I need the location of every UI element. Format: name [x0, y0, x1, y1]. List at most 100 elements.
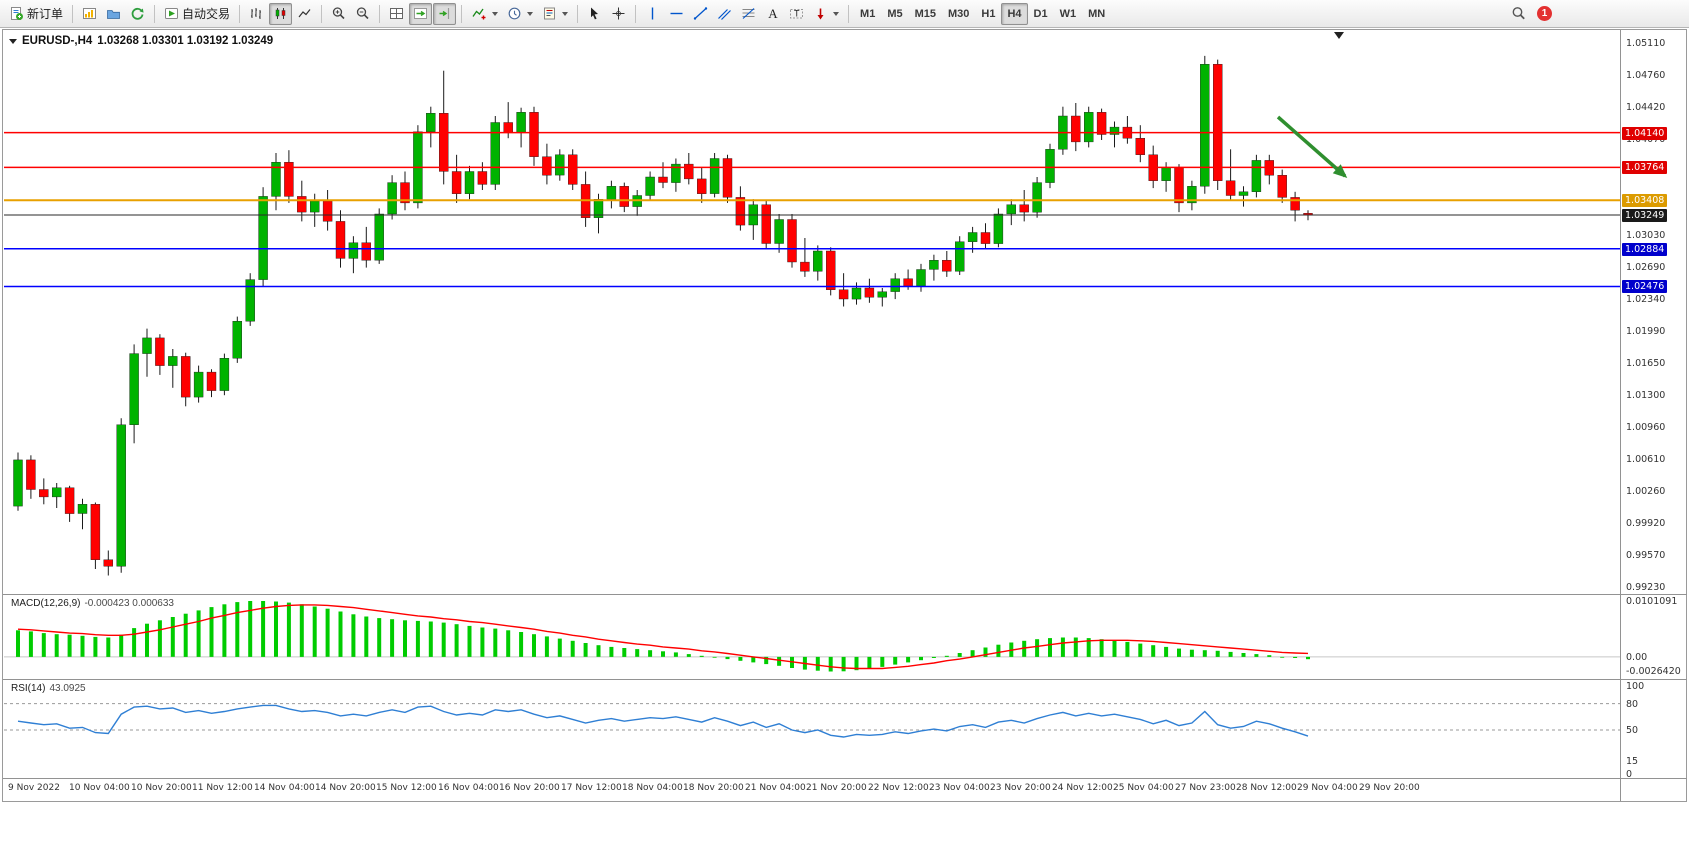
time-label: 16 Nov 04:00	[438, 783, 499, 793]
dropdown-caret-icon	[527, 11, 534, 16]
chart-shift-button[interactable]	[433, 2, 457, 25]
channel-button[interactable]	[713, 3, 736, 25]
timeframe-button-m30[interactable]: M30	[948, 7, 970, 20]
price-axis-label: 1.04760	[1626, 70, 1666, 81]
rsi-axis-label: 100	[1626, 681, 1645, 692]
zoom-in-icon	[332, 7, 345, 20]
time-label: 22 Nov 12:00	[868, 783, 929, 793]
toolbar-separator	[635, 4, 637, 23]
templates-button[interactable]	[538, 3, 572, 25]
price-line-badge: 1.03249	[1622, 209, 1668, 222]
timeframe-button-w1[interactable]: W1	[1059, 7, 1077, 20]
timeframe-button-h4[interactable]: H4	[1001, 2, 1028, 25]
arrows-button[interactable]	[809, 3, 843, 25]
tile-windows-button[interactable]	[385, 3, 408, 25]
trendline-button[interactable]	[689, 3, 712, 25]
toolbar-separator	[379, 4, 381, 23]
refresh-button[interactable]	[126, 3, 149, 25]
timeframe-button-m5[interactable]: M5	[887, 7, 903, 20]
panel-separator[interactable]	[3, 778, 1687, 779]
price-chart-canvas[interactable]	[4, 30, 1620, 594]
timeframe-button-h1[interactable]: H1	[981, 7, 996, 20]
timeframe-button-m1[interactable]: M1	[860, 7, 876, 20]
time-label: 29 Nov 04:00	[1297, 783, 1358, 793]
candlestick-chart-button[interactable]	[269, 2, 293, 25]
time-label: 24 Nov 12:00	[1052, 783, 1113, 793]
macd-canvas[interactable]	[4, 596, 1620, 679]
crosshair-icon	[612, 7, 625, 20]
time-label: 10 Nov 20:00	[131, 783, 192, 793]
periods-clock-icon	[508, 7, 521, 20]
rsi-name: RSI(14)	[11, 683, 46, 694]
toolbar-separator	[239, 4, 241, 23]
chart-window-border	[2, 29, 1687, 802]
time-label: 23 Nov 04:00	[929, 783, 990, 793]
fibonacci-button[interactable]	[737, 3, 760, 25]
toolbar-separator	[461, 4, 463, 23]
dropdown-caret-icon	[492, 11, 499, 16]
price-line-badge: 1.03408	[1622, 194, 1668, 207]
text-button[interactable]: A	[761, 3, 784, 25]
zoom-out-icon	[356, 7, 369, 20]
timeframe-button-mn[interactable]: MN	[1088, 7, 1106, 20]
periods-button[interactable]	[503, 3, 537, 25]
new-chart-icon	[83, 8, 97, 19]
new-chart-button[interactable]	[78, 3, 101, 25]
search-button[interactable]	[1507, 3, 1530, 25]
toolbar-separator	[848, 4, 850, 23]
autotrading-icon	[165, 8, 179, 19]
crosshair-button[interactable]	[607, 3, 630, 25]
line-chart-button[interactable]	[293, 3, 316, 25]
time-axis[interactable]: 9 Nov 2022 10 Nov 04:00 10 Nov 20:00 11 Nov…	[4, 780, 1620, 801]
horizontal-line-button[interactable]	[665, 3, 688, 25]
macd-axis-label: 0.00	[1626, 652, 1648, 663]
zoom-in-button[interactable]	[327, 3, 350, 25]
timeframe-button-d1[interactable]: D1	[1033, 7, 1048, 20]
price-line-badge: 1.04140	[1622, 127, 1668, 140]
autotrading-button[interactable]: 自动交易	[160, 3, 234, 25]
new-order-button[interactable]: 新订单	[5, 3, 67, 25]
time-label: 21 Nov 20:00	[806, 783, 867, 793]
chart-collapse-icon[interactable]	[9, 38, 17, 44]
price-axis[interactable]: 1.051101.047601.044201.040701.037201.033…	[1621, 0, 1688, 802]
rsi-label: RSI(14) 43.0925	[11, 683, 86, 694]
price-line-badge: 1.02476	[1622, 280, 1668, 293]
time-label: 29 Nov 20:00	[1359, 783, 1420, 793]
toolbar-separator	[154, 4, 156, 23]
price-axis-label: 1.04420	[1626, 102, 1666, 113]
time-label: 14 Nov 20:00	[315, 783, 376, 793]
rsi-canvas[interactable]	[4, 680, 1620, 778]
text-label-icon: T	[790, 9, 804, 19]
price-axis-label: 0.99570	[1626, 550, 1666, 561]
zoom-out-button[interactable]	[351, 3, 374, 25]
cursor-button[interactable]	[583, 3, 606, 25]
profiles-button[interactable]	[102, 3, 125, 25]
trendline-icon	[693, 7, 708, 20]
price-axis-label: 1.00260	[1626, 486, 1666, 497]
time-label: 27 Nov 23:00	[1175, 783, 1236, 793]
notification-badge[interactable]: 1	[1537, 6, 1552, 21]
panel-separator[interactable]	[3, 594, 1687, 595]
chart-shift-icon	[439, 8, 450, 19]
indicators-button[interactable]	[467, 3, 502, 25]
macd-values: -0.000423 0.000633	[84, 598, 174, 609]
panel-separator[interactable]	[3, 679, 1687, 680]
new-order-icon	[11, 7, 23, 20]
fibonacci-icon	[742, 8, 755, 19]
toolbar-separator	[321, 4, 323, 23]
timeframe-button-m15[interactable]: M15	[914, 7, 936, 20]
rsi-axis-label: 50	[1626, 725, 1639, 736]
text-label-button[interactable]: T	[785, 3, 808, 25]
vertical-line-icon	[651, 7, 654, 20]
auto-scroll-button[interactable]	[409, 2, 433, 25]
autotrading-label: 自动交易	[182, 7, 231, 21]
rsi-axis-label: 15	[1626, 756, 1639, 767]
line-chart-icon	[298, 9, 311, 18]
vertical-line-button[interactable]	[641, 3, 664, 25]
price-line-badge: 1.02884	[1622, 243, 1668, 256]
price-axis-label: 1.00960	[1626, 422, 1666, 433]
candlestick-chart-icon	[275, 8, 286, 19]
bar-chart-button[interactable]	[245, 3, 268, 25]
new-order-label: 新订单	[27, 7, 64, 21]
toolbar-separator	[577, 4, 579, 23]
